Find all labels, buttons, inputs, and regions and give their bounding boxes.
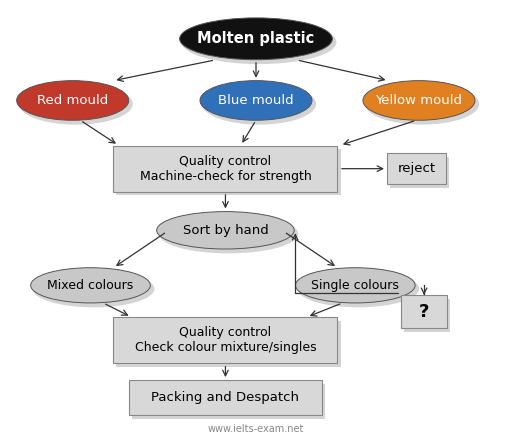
Text: reject: reject bbox=[397, 162, 436, 175]
Ellipse shape bbox=[31, 268, 151, 303]
Text: Quality control
Machine-check for strength: Quality control Machine-check for streng… bbox=[140, 155, 311, 183]
Text: Quality control
Check colour mixture/singles: Quality control Check colour mixture/sin… bbox=[135, 326, 316, 354]
Ellipse shape bbox=[200, 81, 312, 120]
Ellipse shape bbox=[180, 18, 332, 60]
Text: Blue mould: Blue mould bbox=[218, 94, 294, 107]
Ellipse shape bbox=[182, 20, 336, 64]
Ellipse shape bbox=[295, 268, 415, 303]
FancyBboxPatch shape bbox=[116, 149, 340, 195]
Text: Red mould: Red mould bbox=[37, 94, 109, 107]
Ellipse shape bbox=[202, 83, 316, 124]
FancyBboxPatch shape bbox=[401, 295, 447, 328]
FancyBboxPatch shape bbox=[390, 157, 449, 187]
Ellipse shape bbox=[159, 214, 298, 253]
FancyBboxPatch shape bbox=[132, 384, 325, 419]
Ellipse shape bbox=[19, 83, 133, 124]
Ellipse shape bbox=[363, 81, 475, 120]
FancyBboxPatch shape bbox=[404, 299, 450, 332]
Text: Sort by hand: Sort by hand bbox=[183, 224, 268, 237]
Text: Molten plastic: Molten plastic bbox=[197, 31, 315, 47]
FancyBboxPatch shape bbox=[114, 146, 337, 192]
Ellipse shape bbox=[33, 270, 155, 307]
Text: Single colours: Single colours bbox=[311, 279, 399, 292]
FancyBboxPatch shape bbox=[387, 153, 445, 184]
Ellipse shape bbox=[17, 81, 129, 120]
Ellipse shape bbox=[365, 83, 479, 124]
FancyBboxPatch shape bbox=[116, 321, 340, 367]
Text: ?: ? bbox=[419, 303, 429, 321]
Text: www.ielts-exam.net: www.ielts-exam.net bbox=[208, 424, 304, 434]
FancyBboxPatch shape bbox=[129, 380, 322, 415]
Ellipse shape bbox=[297, 270, 419, 307]
Text: Packing and Despatch: Packing and Despatch bbox=[152, 391, 300, 404]
Text: Mixed colours: Mixed colours bbox=[48, 279, 134, 292]
Ellipse shape bbox=[157, 212, 294, 249]
FancyBboxPatch shape bbox=[114, 317, 337, 363]
Text: Yellow mould: Yellow mould bbox=[375, 94, 462, 107]
